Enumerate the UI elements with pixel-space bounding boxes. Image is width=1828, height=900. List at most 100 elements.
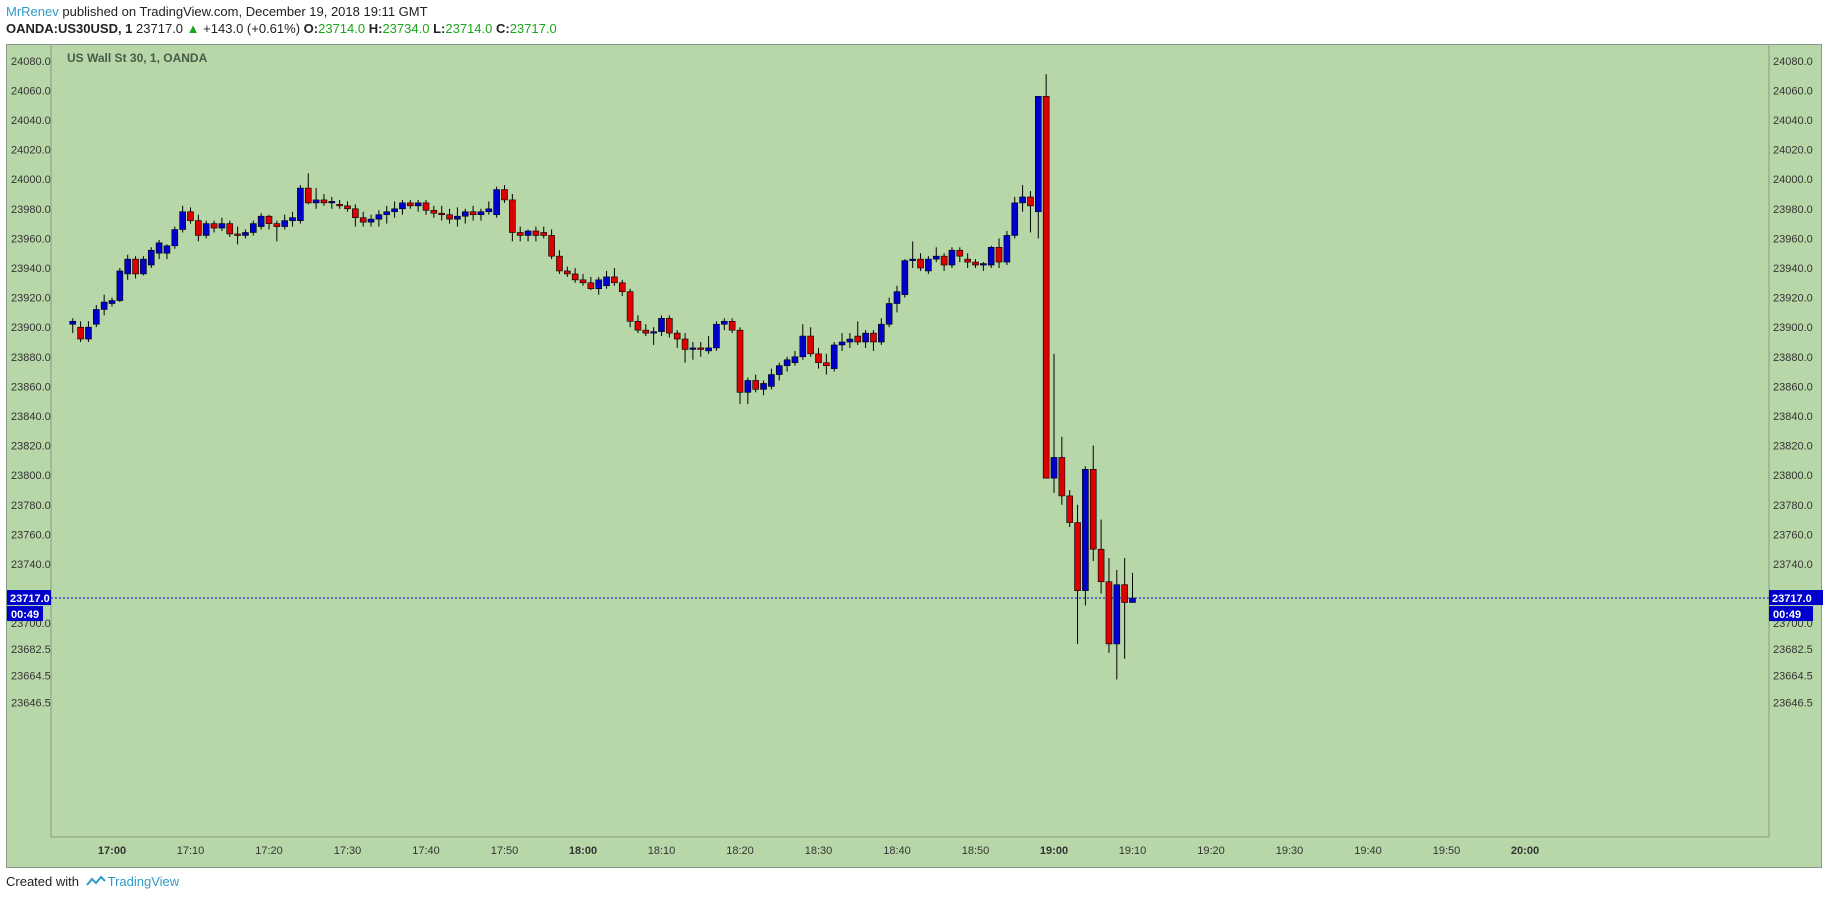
candle (93, 305, 100, 328)
candle-body (163, 245, 171, 254)
candle (720, 318, 728, 331)
candle-body (367, 218, 375, 223)
candle-body (666, 318, 673, 334)
countdown-tag-bg (1769, 606, 1813, 622)
candle-body (524, 230, 532, 236)
candle (775, 362, 783, 381)
x-tick-label: 19:10 (1119, 845, 1147, 857)
candle (744, 377, 752, 405)
candle-body (956, 249, 964, 257)
chart-panel[interactable]: US Wall St 30, 1, OANDA 24080.0 24080.0 240… (6, 44, 1823, 869)
candle (469, 205, 477, 221)
candle (147, 247, 155, 268)
candle (1011, 196, 1019, 239)
x-tick-label: 18:10 (648, 845, 676, 857)
candle-body (720, 320, 728, 325)
y-tick-label-right: 23664.5 (1773, 671, 1813, 683)
candle (132, 256, 139, 279)
y-tick-label-right: 23920.0 (1773, 293, 1813, 305)
candle (234, 226, 241, 245)
candle-body (870, 332, 877, 343)
candle (430, 205, 438, 218)
y-tick-label-right: 23700.0 (1773, 618, 1813, 630)
candle (242, 229, 249, 239)
candle (815, 347, 822, 369)
x-tick-label: 18:00 (569, 845, 597, 857)
candle (171, 226, 179, 249)
candle-body (830, 344, 838, 369)
candle (870, 330, 877, 351)
candle-body (705, 347, 712, 352)
candle-body (752, 380, 760, 390)
x-tick-label: 19:00 (1040, 845, 1068, 857)
y-tick-label-left: 24020.0 (11, 145, 51, 157)
candle (603, 270, 610, 289)
candle-body (673, 332, 681, 340)
candle-body (532, 230, 540, 236)
y-tick-label-left: 23980.0 (11, 204, 51, 216)
candle-body (838, 341, 846, 346)
candle (768, 368, 775, 390)
candle (281, 214, 289, 230)
tradingview-link[interactable]: TradingView (107, 874, 180, 889)
candle (509, 194, 516, 242)
y-tick-label-right: 23900.0 (1773, 322, 1813, 334)
candle-body (697, 347, 705, 350)
x-tick-label: 17:50 (491, 845, 519, 857)
y-tick-label-left: 24040.0 (11, 115, 51, 127)
candlestick-chart[interactable]: US Wall St 30, 1, OANDA 24080.0 24080.0 240… (7, 45, 1823, 869)
candle (116, 268, 124, 303)
candle-body (1105, 581, 1113, 645)
y-tick-label-left: 23682.5 (11, 644, 51, 656)
candle (336, 199, 343, 209)
author-link[interactable]: MrRenev (6, 4, 59, 19)
y-tick-label-right: 23800.0 (1773, 470, 1813, 482)
candle (877, 318, 885, 345)
candle (250, 220, 257, 236)
candle (195, 214, 202, 242)
candle-body (399, 202, 406, 210)
candle-body (995, 246, 1003, 263)
candle-body (77, 326, 84, 340)
created-with-text: Created with (6, 874, 79, 889)
candle-body (250, 223, 257, 233)
candle (289, 211, 296, 227)
candle-body (69, 320, 77, 325)
open-label: O: (303, 21, 319, 36)
candle (862, 330, 869, 348)
x-tick-label: 18:20 (726, 845, 754, 857)
candle-body (634, 320, 642, 331)
candle (304, 173, 312, 205)
candle (328, 196, 336, 209)
y-tick-label-right: 23880.0 (1773, 352, 1813, 364)
candle (650, 327, 657, 345)
candle (179, 205, 186, 233)
candle-body (932, 255, 940, 260)
candle (807, 327, 814, 357)
candle (524, 229, 532, 242)
candle-body (563, 270, 571, 275)
candle (571, 268, 579, 283)
candle-body (93, 309, 100, 325)
candle-body (375, 214, 383, 220)
candle (454, 207, 461, 227)
candle-body (1050, 457, 1058, 479)
candle (705, 336, 712, 354)
y-tick-label-left: 23664.5 (11, 671, 51, 683)
candle (540, 226, 548, 239)
candle-body (414, 202, 422, 207)
candle (987, 245, 995, 268)
candle-body (744, 380, 752, 393)
y-tick-label-left: 23760.0 (11, 529, 51, 541)
candle-body (352, 208, 359, 218)
candle-body (940, 255, 948, 266)
candle (1035, 96, 1042, 239)
candle-body (618, 282, 626, 292)
candle (689, 342, 697, 360)
change-up-icon: ▲ (186, 21, 200, 36)
x-tick-label: 18:30 (805, 845, 833, 857)
candle-body (273, 223, 281, 227)
candle-body (312, 199, 320, 204)
candle-body (1019, 196, 1026, 204)
y-tick-label-left: 23840.0 (11, 411, 51, 423)
